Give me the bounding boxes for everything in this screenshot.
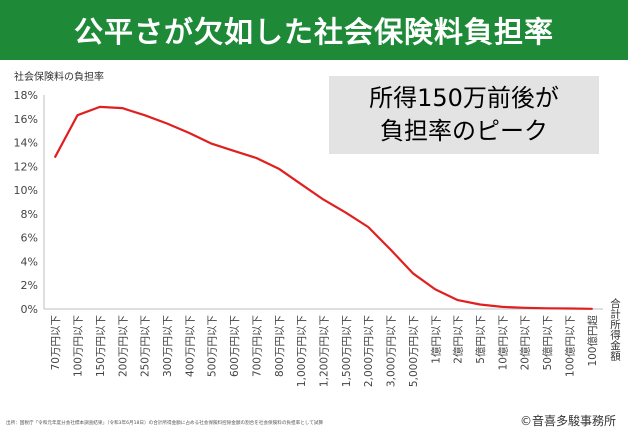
y-tick-label: 0% [21,303,38,316]
x-axis-title: 合計所得金額 [609,298,621,361]
x-tick-label: 5,000万円以下 [408,315,420,387]
x-tick-label: 800万円以下 [274,315,286,377]
y-tick-label: 14% [14,137,38,150]
y-tick-label: 4% [21,255,38,268]
data-point [166,122,168,125]
data-point [389,248,392,251]
x-tick-label: 200万円以下 [117,315,129,377]
data-point [479,303,481,306]
data-point [412,272,414,274]
data-point [300,183,302,185]
data-point [591,308,593,310]
x-tick-label: 150万円以下 [95,315,107,377]
x-tick-label: 20億円以下 [519,315,532,370]
source-footnote: 出所：国税庁「令和元年度分会社標本調査結果」（令和3年6月18日）の合計所得金額… [6,421,324,426]
data-point [457,299,459,301]
y-tick-label: 12% [14,160,38,173]
data-point [367,226,369,228]
y-tick-label: 10% [14,184,38,197]
y-axis-title: 社会保険料の負担率 [14,72,104,83]
x-tick-label: 400万円以下 [184,315,196,377]
y-tick-label: 18% [14,89,38,102]
data-point [434,288,436,290]
x-tick-label: 600万円以下 [229,315,241,377]
data-point [501,306,503,308]
data-point [278,168,280,170]
data-point [99,106,101,108]
x-tick-label: 1,200万円以下 [319,315,331,387]
x-tick-label: 5億円以下 [474,315,487,364]
x-tick-label: 2億円以下 [452,315,465,364]
x-tick-label: 2,000万円以下 [363,315,375,387]
data-point [144,114,146,116]
data-point [121,107,123,109]
data-point [345,212,347,214]
data-point [188,132,190,134]
x-tick-label: 3,000万円以下 [386,315,398,387]
y-tick-label: 8% [21,208,38,221]
x-tick-label: 250万円以下 [140,315,152,377]
x-tick-label: 1億円以下 [429,315,442,364]
callout-line-2: 負担率のピーク [380,117,548,145]
x-tick-label: 1,500万円以下 [341,315,353,387]
x-tick-label: 500万円以下 [207,315,219,377]
data-point [568,307,571,310]
x-tick-label: 1,000万円以下 [296,315,308,387]
data-point [546,307,548,309]
data-point [76,114,79,116]
data-point [54,156,56,158]
copyright-text: ©音喜多駿事務所 [519,414,616,428]
x-tick-label: 100億円超 [586,315,599,367]
x-tick-label: 100万円以下 [73,315,85,377]
x-tick-label: 300万円以下 [162,315,174,377]
data-point [524,307,526,309]
x-tick-label: 100億円以下 [563,315,576,377]
data-point [211,143,213,145]
data-point [322,199,325,201]
x-tick-label: 10億円以下 [496,315,509,370]
page-title: 公平さが欠如した社会保険料負担率 [0,0,628,60]
x-tick-label: 50億円以下 [541,315,554,370]
y-tick-label: 2% [21,279,38,292]
x-tick-label: 70万円以下 [50,315,62,370]
y-tick-label: 6% [21,232,38,245]
callout-line-1: 所得150万前後が [369,84,559,112]
callout-box: 所得150万前後が 負担率のピーク [329,76,599,154]
x-tick-label: 700万円以下 [251,315,263,377]
data-point [255,157,258,159]
data-point [233,150,235,152]
y-tick-label: 16% [14,113,38,126]
